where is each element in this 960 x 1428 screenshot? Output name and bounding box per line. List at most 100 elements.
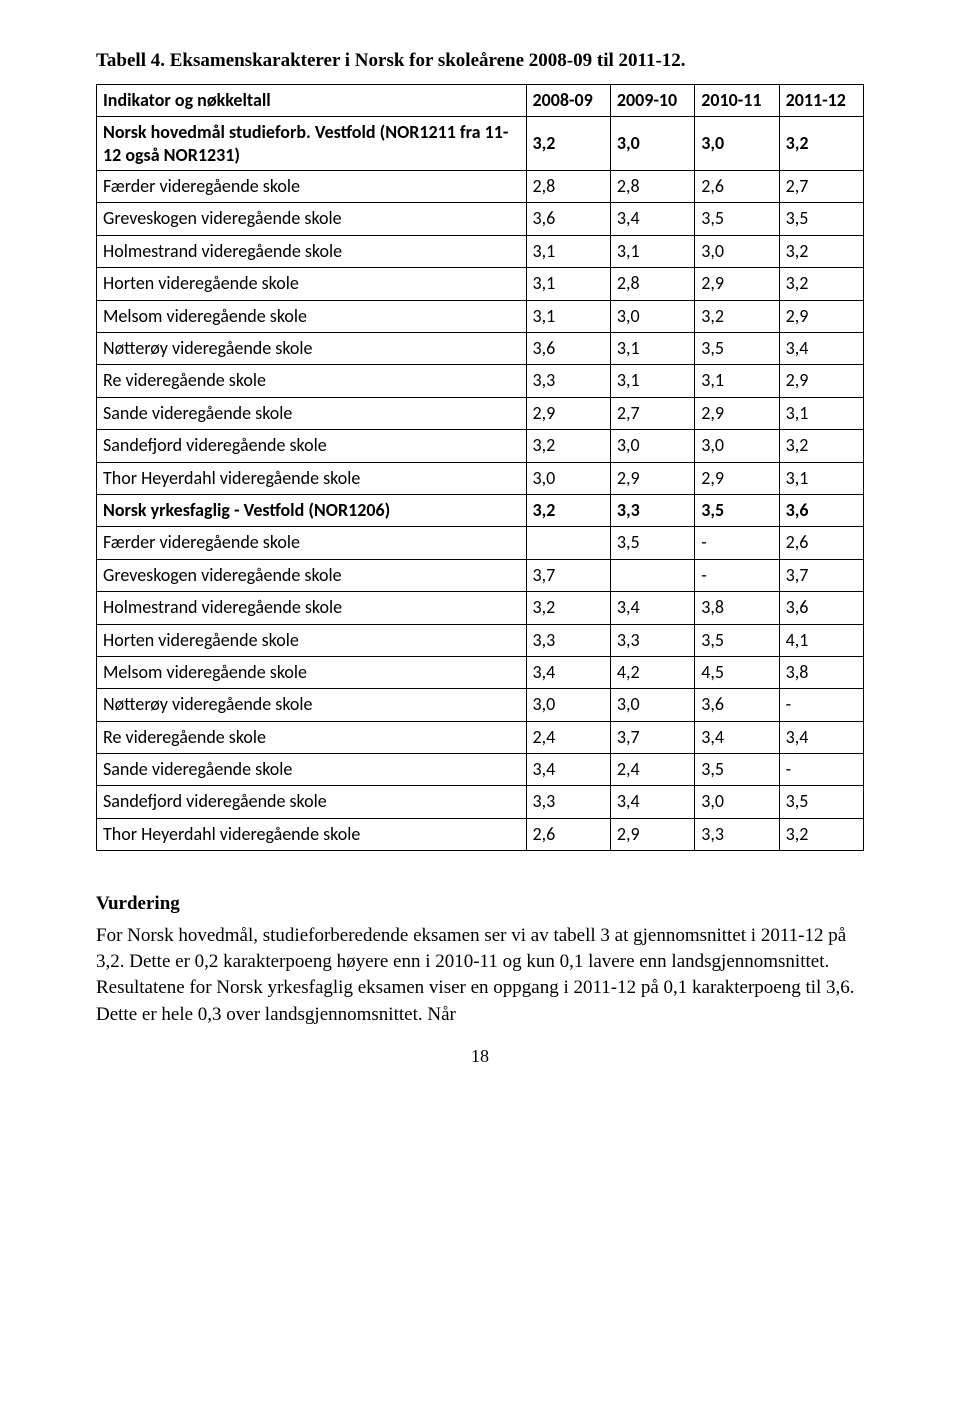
table-row: Re videregående skole3,33,13,12,9	[97, 365, 864, 397]
row-value: 4,2	[610, 656, 694, 688]
row-label: Melsom videregående skole	[97, 300, 527, 332]
row-label: Re videregående skole	[97, 721, 527, 753]
table-row: Melsom videregående skole3,13,03,22,9	[97, 300, 864, 332]
row-value: 3,2	[779, 235, 863, 267]
table-row: Greveskogen videregående skole3,7-3,7	[97, 559, 864, 591]
row-value: 3,6	[779, 494, 863, 526]
row-label: Horten videregående skole	[97, 624, 527, 656]
row-value: 3,0	[610, 689, 694, 721]
row-value: 2,9	[779, 365, 863, 397]
row-value: 3,0	[526, 689, 610, 721]
row-value: 2,8	[526, 171, 610, 203]
row-value: 3,8	[779, 656, 863, 688]
assessment-heading: Vurdering	[96, 891, 864, 917]
row-value: 3,4	[779, 332, 863, 364]
row-value: -	[779, 689, 863, 721]
row-value: 2,9	[779, 300, 863, 332]
row-value: 3,4	[695, 721, 779, 753]
row-value: 3,0	[695, 786, 779, 818]
table-title: Tabell 4. Eksamenskarakterer i Norsk for…	[96, 48, 864, 74]
row-label: Holmestrand videregående skole	[97, 592, 527, 624]
header-col: 2011-12	[779, 84, 863, 116]
row-value: 3,5	[695, 203, 779, 235]
row-value: 2,4	[526, 721, 610, 753]
row-label: Færder videregående skole	[97, 527, 527, 559]
row-label: Sande videregående skole	[97, 397, 527, 429]
table-row: Sandefjord videregående skole3,23,03,03,…	[97, 430, 864, 462]
row-value: 3,1	[610, 235, 694, 267]
row-value: 3,0	[610, 300, 694, 332]
row-label: Norsk yrkesfaglig - Vestfold (NOR1206)	[97, 494, 527, 526]
row-value: 3,4	[610, 203, 694, 235]
page-number: 18	[96, 1044, 864, 1068]
table-row: Holmestrand videregående skole3,23,43,83…	[97, 592, 864, 624]
table-row: Melsom videregående skole3,44,24,53,8	[97, 656, 864, 688]
row-label: Nøtterøy videregående skole	[97, 332, 527, 364]
grades-table: Indikator og nøkkeltall2008-092009-10201…	[96, 84, 864, 852]
row-value: 3,3	[526, 786, 610, 818]
table-row: Greveskogen videregående skole3,63,43,53…	[97, 203, 864, 235]
table-row: Norsk yrkesfaglig - Vestfold (NOR1206)3,…	[97, 494, 864, 526]
row-label: Nøtterøy videregående skole	[97, 689, 527, 721]
table-row: Norsk hovedmål studieforb. Vestfold (NOR…	[97, 117, 864, 171]
row-value: 3,0	[610, 117, 694, 171]
row-value: 2,9	[695, 397, 779, 429]
row-value	[610, 559, 694, 591]
row-value: 3,7	[610, 721, 694, 753]
row-value: 3,0	[695, 117, 779, 171]
assessment-body: For Norsk hovedmål, studieforberedende e…	[96, 923, 864, 1028]
row-value: 3,1	[695, 365, 779, 397]
row-value: 2,8	[610, 268, 694, 300]
table-row: Nøtterøy videregående skole3,63,13,53,4	[97, 332, 864, 364]
row-value: 3,3	[695, 818, 779, 850]
row-value: 4,5	[695, 656, 779, 688]
row-label: Holmestrand videregående skole	[97, 235, 527, 267]
row-value: 2,4	[610, 754, 694, 786]
row-value: 3,5	[779, 786, 863, 818]
table-row: Re videregående skole2,43,73,43,4	[97, 721, 864, 753]
row-value: 3,3	[610, 494, 694, 526]
row-value: 2,6	[526, 818, 610, 850]
row-value: 3,2	[695, 300, 779, 332]
table-row: Horten videregående skole3,33,33,54,1	[97, 624, 864, 656]
header-col: 2008-09	[526, 84, 610, 116]
row-value: 3,5	[779, 203, 863, 235]
row-value: -	[695, 559, 779, 591]
table-row: Holmestrand videregående skole3,13,13,03…	[97, 235, 864, 267]
row-value: 3,2	[526, 592, 610, 624]
row-value: 3,5	[610, 527, 694, 559]
row-value: 3,0	[695, 235, 779, 267]
row-value: -	[779, 754, 863, 786]
row-value: 3,7	[526, 559, 610, 591]
row-value: 3,2	[779, 117, 863, 171]
table-row: Horten videregående skole3,12,82,93,2	[97, 268, 864, 300]
table-header-row: Indikator og nøkkeltall2008-092009-10201…	[97, 84, 864, 116]
row-value: 3,1	[526, 300, 610, 332]
row-label: Thor Heyerdahl videregående skole	[97, 818, 527, 850]
row-value: 3,1	[610, 365, 694, 397]
row-value: 3,4	[610, 592, 694, 624]
row-label: Færder videregående skole	[97, 171, 527, 203]
row-value: 2,9	[526, 397, 610, 429]
row-label: Thor Heyerdahl videregående skole	[97, 462, 527, 494]
row-value: 3,6	[526, 203, 610, 235]
header-col: 2010-11	[695, 84, 779, 116]
row-value: 3,1	[526, 235, 610, 267]
row-value: 3,5	[695, 494, 779, 526]
row-value: 3,4	[526, 656, 610, 688]
row-value: 3,2	[526, 430, 610, 462]
row-label: Greveskogen videregående skole	[97, 559, 527, 591]
row-value: 3,0	[526, 462, 610, 494]
row-value: 3,1	[779, 397, 863, 429]
row-value: 2,6	[695, 171, 779, 203]
row-label: Horten videregående skole	[97, 268, 527, 300]
row-value: 3,2	[779, 430, 863, 462]
row-value: 3,2	[526, 494, 610, 526]
table-row: Nøtterøy videregående skole3,03,03,6-	[97, 689, 864, 721]
row-label: Sande videregående skole	[97, 754, 527, 786]
row-value: 2,9	[695, 462, 779, 494]
row-value: 2,7	[610, 397, 694, 429]
row-value: 2,8	[610, 171, 694, 203]
row-value: 3,5	[695, 624, 779, 656]
table-row: Sande videregående skole3,42,43,5-	[97, 754, 864, 786]
